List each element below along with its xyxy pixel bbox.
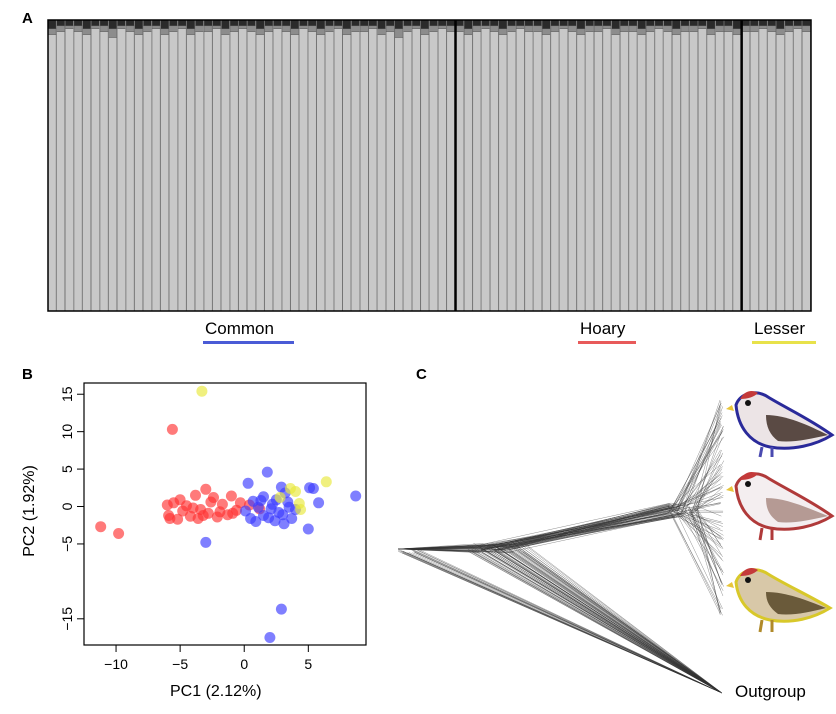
- y-tick-label: −5: [59, 536, 75, 552]
- point-series1-19: [225, 490, 237, 502]
- point-series1-29: [164, 513, 176, 524]
- point-series2-3: [242, 477, 254, 489]
- point-series1-12: [200, 483, 212, 495]
- point-series2-2: [261, 466, 273, 478]
- point-series3-1: [196, 385, 208, 397]
- point-series1-13: [190, 489, 201, 501]
- point-series3-3: [274, 492, 286, 503]
- point-series2-17: [277, 509, 289, 521]
- point-series2-23: [350, 490, 362, 502]
- point-series1-24: [205, 496, 217, 508]
- point-series2-21: [307, 483, 319, 494]
- panel-label-b: B: [22, 366, 33, 383]
- bird-lesser-icon: [726, 568, 833, 633]
- group-underline-hoary: [578, 341, 636, 344]
- panel-label-c: C: [416, 366, 427, 383]
- admixture-bar-chart: [47, 19, 812, 312]
- y-tick-label: 5: [59, 465, 75, 473]
- panel-label-a: A: [22, 10, 33, 27]
- point-series1-3: [166, 423, 178, 435]
- group-underline-lesser: [752, 341, 816, 344]
- point-series2-27: [302, 523, 314, 535]
- point-series2-26: [278, 518, 290, 530]
- y-tick-label: −15: [59, 607, 75, 631]
- point-series1-1: [95, 521, 107, 533]
- point-series2-25: [264, 632, 276, 643]
- bird-common-icon: [726, 391, 835, 458]
- scatter-frame: [83, 382, 367, 646]
- x-tick-label: 0: [240, 656, 248, 672]
- point-series1-30: [197, 510, 209, 521]
- point-series2-24: [275, 603, 287, 615]
- point-series2-16: [269, 515, 281, 527]
- tree-branches: [397, 399, 725, 694]
- group-underline-common: [203, 341, 294, 344]
- y-tick-label: 10: [59, 424, 75, 440]
- point-series3-2: [320, 476, 332, 488]
- group-label-lesser: Lesser: [754, 319, 806, 338]
- bird-hoary-icon: [726, 472, 835, 541]
- y-tick-label: 0: [59, 502, 75, 510]
- x-tick-label: −5: [172, 656, 188, 672]
- point-series2-30: [283, 501, 295, 513]
- point-series2-31: [255, 495, 267, 506]
- y-tick-label: 15: [59, 386, 75, 402]
- group-label-hoary: Hoary: [580, 319, 626, 338]
- point-series2-29: [266, 498, 278, 510]
- point-series2-22: [313, 497, 325, 509]
- point-series2-32: [245, 513, 257, 524]
- point-series1-31: [187, 502, 199, 514]
- point-series1-25: [214, 506, 226, 518]
- point-series1-21: [234, 497, 246, 509]
- point-series1-26: [227, 507, 239, 519]
- point-series2-1: [200, 536, 212, 548]
- x-tick-label: −10: [104, 656, 128, 672]
- bar-chart-frame: [47, 19, 812, 312]
- x-tick-label: 5: [304, 656, 312, 672]
- group-label-common: Common: [205, 319, 274, 338]
- tree-tip-outgroup: Outgroup: [735, 682, 806, 701]
- x-axis-title: PC1 (2.12%): [170, 683, 262, 700]
- point-series3-7: [295, 504, 307, 515]
- point-series2-18: [286, 513, 298, 524]
- point-series1-2: [113, 528, 125, 539]
- point-series3-6: [290, 486, 301, 497]
